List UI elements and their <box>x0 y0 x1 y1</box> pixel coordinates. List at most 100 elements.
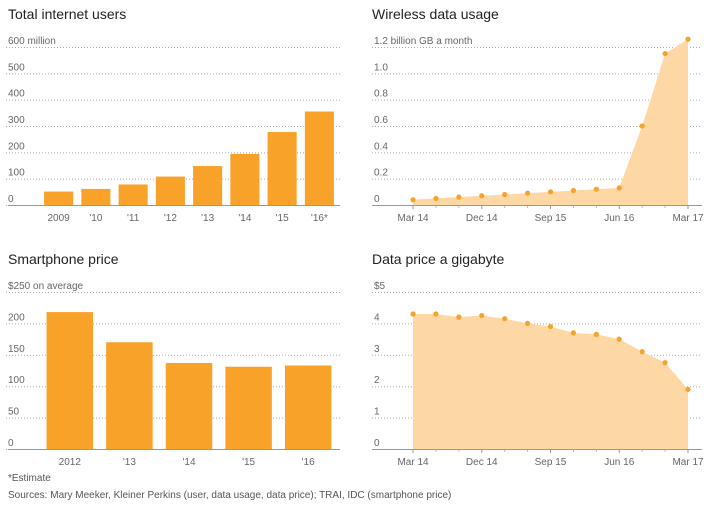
x-tick-label: '12 <box>164 213 177 224</box>
data-point <box>479 312 485 319</box>
data-point <box>524 320 531 326</box>
y-tick-label: 4 <box>374 312 380 323</box>
bar <box>304 111 334 205</box>
bar <box>106 342 153 449</box>
x-tick-label: '11 <box>127 213 140 224</box>
y-tick-label: 500 <box>8 62 25 73</box>
data-point <box>616 185 622 191</box>
data-point <box>616 336 622 342</box>
y-tick-label: 0.8 <box>374 89 388 100</box>
x-tick-label: Sep 15 <box>535 457 567 468</box>
x-tick-label: '14 <box>238 213 251 224</box>
data-point <box>502 191 508 198</box>
y-tick-label: 0 <box>8 438 14 449</box>
y-tick-label: 300 <box>8 115 25 126</box>
data-point <box>662 50 668 57</box>
chart-title-phone: Smartphone price <box>8 251 119 267</box>
y-tick-label: 100 <box>8 375 25 386</box>
x-tick-label: '14 <box>182 457 195 468</box>
y-tick-label: 0 <box>374 438 380 449</box>
x-tick-label: 2009 <box>48 213 71 224</box>
x-tick-label: '15 <box>242 457 255 468</box>
y-tick-label: 100 <box>8 168 25 179</box>
y-tick-label: $5 <box>374 281 386 292</box>
y-tick-label: 3 <box>374 344 380 355</box>
data-point <box>456 314 462 320</box>
data-point <box>570 330 577 336</box>
footnote-sources: Sources: Mary Meeker, Kleiner Perkins (u… <box>8 490 452 501</box>
area-fill <box>413 313 688 449</box>
x-tick-label: '13 <box>201 213 214 224</box>
bar <box>118 184 148 205</box>
x-tick-label: Dec 14 <box>466 457 498 468</box>
x-tick-label: Sep 15 <box>535 213 567 224</box>
x-tick-label: Dec 14 <box>466 213 498 224</box>
data-point <box>662 360 668 366</box>
data-point <box>502 316 508 322</box>
y-tick-label: 0 <box>374 194 380 205</box>
x-tick-label: '16* <box>311 213 328 224</box>
y-tick-label: 1.0 <box>374 62 388 73</box>
x-tick-label: '10 <box>89 213 102 224</box>
y-tick-label: 0.6 <box>374 115 388 126</box>
x-tick-label: Mar 17 <box>672 213 704 224</box>
data-point <box>547 189 554 195</box>
chart-title-dataprice: Data price a gigabyte <box>372 251 505 267</box>
x-tick-label: Jun 16 <box>604 213 634 224</box>
y-tick-label: 1.2 billion GB a month <box>374 36 472 47</box>
y-tick-label: 600 million <box>8 36 56 47</box>
data-point <box>433 311 439 317</box>
bar <box>155 176 185 205</box>
y-tick-label: 150 <box>8 344 25 355</box>
x-tick-label: Jun 16 <box>604 457 634 468</box>
y-tick-label: 400 <box>8 89 25 100</box>
bar <box>193 166 223 205</box>
x-tick-label: Mar 14 <box>397 457 429 468</box>
y-tick-label: 0.2 <box>374 168 388 179</box>
chart-wireless: 0 0.2 0.4 0.6 0.8 1.0 1.2 billion GB a month Ma… <box>372 36 704 224</box>
x-tick-label: '16 <box>302 457 315 468</box>
data-point <box>570 187 577 194</box>
data-point <box>479 193 485 199</box>
data-point <box>685 386 691 392</box>
footnote-estimate: *Estimate <box>8 473 51 484</box>
y-tick-label: 50 <box>8 407 20 418</box>
bar <box>44 191 74 205</box>
y-tick-label: 0 <box>8 194 14 205</box>
chart-users: 0 100 200 300 400 500 600 million 2009 '10 '11 '12… <box>6 36 340 224</box>
chart-title-users: Total internet users <box>8 6 127 22</box>
data-point <box>433 195 439 202</box>
area-fill <box>413 39 688 205</box>
x-tick-label: '13 <box>123 457 136 468</box>
data-point <box>639 349 645 355</box>
data-point <box>456 194 462 200</box>
data-point <box>639 123 645 129</box>
y-tick-label: 200 <box>8 141 25 152</box>
data-point <box>547 323 554 330</box>
x-tick-label: Mar 17 <box>672 457 704 468</box>
bar <box>225 366 272 449</box>
bar <box>165 362 213 449</box>
bar <box>284 365 332 449</box>
chart-title-wireless: Wireless data usage <box>372 6 499 22</box>
x-tick-label: 2012 <box>59 457 82 468</box>
x-tick-label: '15 <box>276 213 289 224</box>
chart-dataprice: 0 1 2 3 4 $5 Mar 14 Dec 14 Sep 15 Jun 16 Mar 17 <box>372 281 704 468</box>
y-tick-label: $250 on average <box>8 281 84 292</box>
chart-phone: 0 50 100 150 200 $250 on average 2012 '13 '14 '15… <box>6 281 340 468</box>
data-point <box>410 311 416 317</box>
x-tick-label: Mar 14 <box>397 213 429 224</box>
data-point <box>410 197 416 203</box>
data-point <box>593 331 599 337</box>
y-tick-label: 2 <box>374 375 380 386</box>
data-point <box>593 186 599 192</box>
bar <box>267 132 297 205</box>
bar <box>230 153 260 205</box>
y-tick-label: 200 <box>8 312 25 323</box>
y-tick-label: 1 <box>374 407 380 418</box>
data-point <box>685 36 691 42</box>
bar <box>46 312 94 449</box>
data-point <box>524 190 531 196</box>
y-tick-label: 0.4 <box>374 141 388 152</box>
